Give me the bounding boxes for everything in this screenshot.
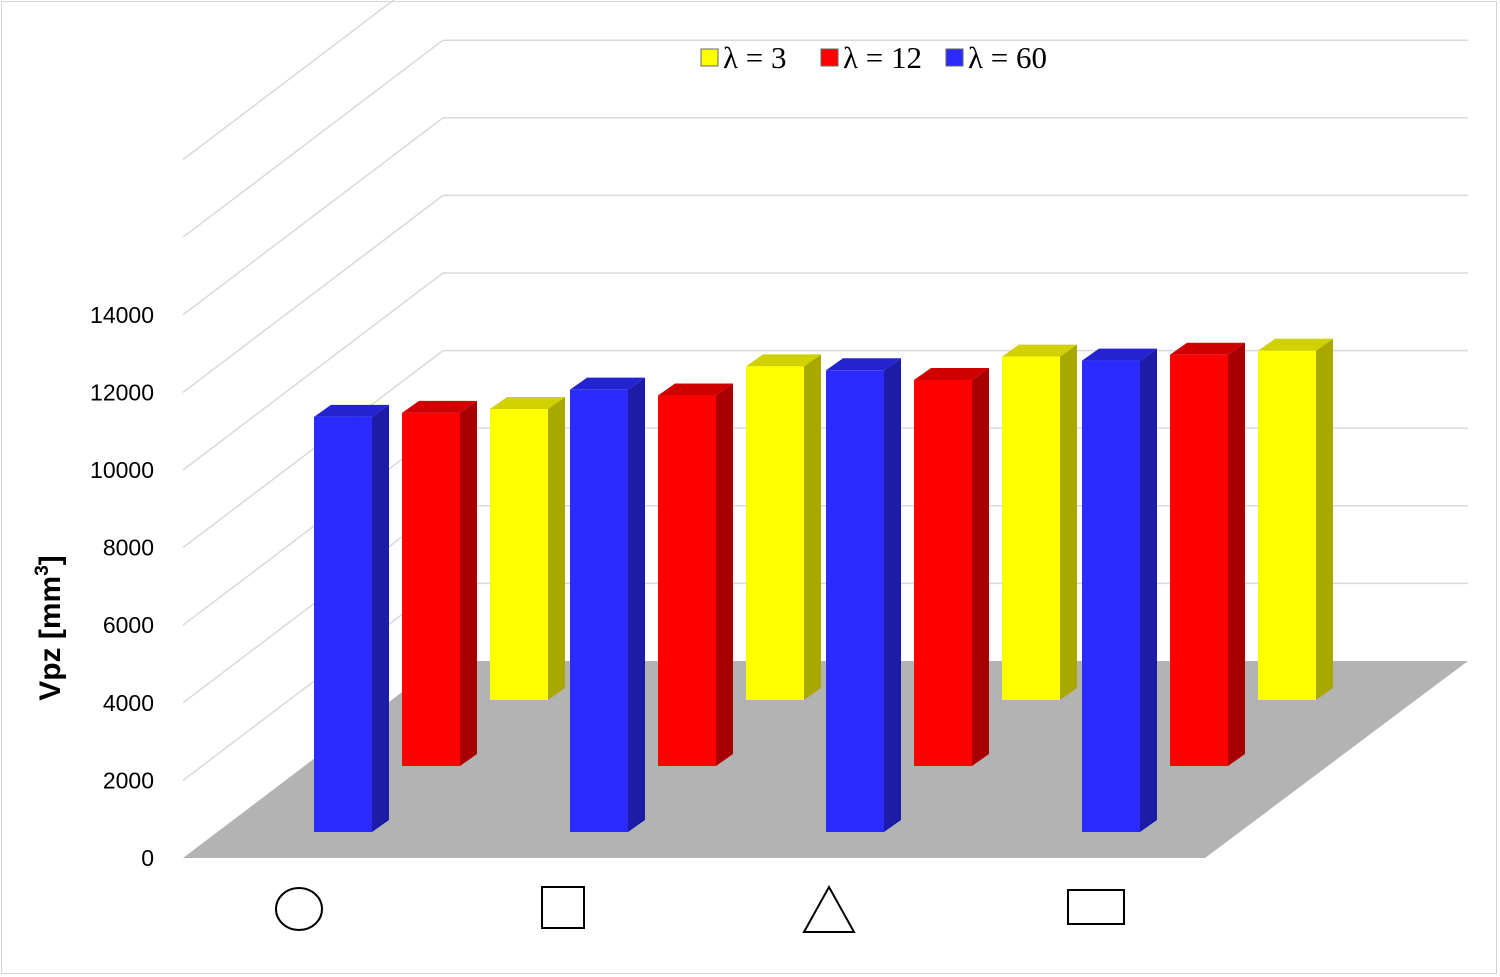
bar-side <box>548 397 565 700</box>
bar-top <box>826 358 901 371</box>
y-tick-label: 10000 <box>90 457 154 483</box>
gridline-side <box>182 39 444 238</box>
bar <box>746 354 821 700</box>
bar-front <box>490 409 548 700</box>
y-tick-label: 2000 <box>103 767 154 793</box>
bar-top <box>314 404 389 417</box>
bar-side <box>1140 348 1157 832</box>
bar <box>490 397 565 700</box>
bar-side <box>1228 342 1245 766</box>
bars <box>314 338 1333 832</box>
rectangle-icon <box>1067 889 1125 925</box>
legend-label: λ = 60 <box>968 40 1047 75</box>
gridline-side <box>182 0 395 161</box>
bar-front <box>402 412 460 766</box>
gridline-side <box>182 117 444 316</box>
legend: λ = 3 λ = 12 λ = 60 <box>700 40 1047 75</box>
y-axis-label-close: ] <box>34 555 67 565</box>
y-axis-ticks: 0 2000 4000 6000 8000 10000 12000 14000 <box>90 302 154 871</box>
bar-top <box>402 400 477 413</box>
bar-side <box>628 377 645 832</box>
bar-top <box>658 383 733 396</box>
y-tick-label: 6000 <box>103 612 154 638</box>
bar <box>826 358 901 832</box>
bar <box>914 367 989 766</box>
bar-top <box>490 397 565 409</box>
bar-front <box>314 416 372 832</box>
bar-front <box>1258 350 1316 700</box>
legend-swatch <box>945 48 964 67</box>
gridline-side <box>182 505 444 704</box>
square-icon <box>541 886 585 929</box>
circle-icon <box>275 887 323 931</box>
bar-side <box>884 358 901 832</box>
bar-side <box>1316 338 1333 700</box>
y-axis-label-text: Vpz [mm <box>34 576 67 701</box>
bar <box>1002 344 1077 700</box>
bar-top <box>570 377 645 390</box>
gridline-side <box>182 582 444 781</box>
bar-side <box>372 404 389 832</box>
y-axis-label: Vpz [mm3] <box>32 555 67 701</box>
y-tick-label: 14000 <box>90 302 154 328</box>
bar-front <box>1002 356 1060 700</box>
y-axis-label-superscript: 3 <box>32 565 53 576</box>
legend-swatch <box>820 48 839 67</box>
y-tick-label: 0 <box>141 845 154 871</box>
bar-side <box>716 383 733 766</box>
y-tick-label: 12000 <box>90 379 154 405</box>
gridline-side <box>182 427 444 626</box>
bar-side <box>804 354 821 700</box>
y-tick-label: 8000 <box>103 535 154 561</box>
bar-top <box>1082 348 1157 361</box>
gridline-side <box>182 272 444 471</box>
legend-label: λ = 3 <box>723 40 787 75</box>
bar <box>658 383 733 766</box>
bar-front <box>658 395 716 766</box>
bar <box>1170 342 1245 766</box>
bar-top <box>1002 344 1077 357</box>
bar-front <box>746 366 804 700</box>
bar-front <box>826 370 884 832</box>
legend-item: λ = 3 <box>700 40 787 75</box>
legend-label: λ = 12 <box>843 40 922 75</box>
bar-side <box>460 400 477 766</box>
bar-side <box>1060 344 1077 700</box>
bar-front <box>1082 360 1140 832</box>
bar-front <box>1170 354 1228 766</box>
legend-item: λ = 60 <box>945 40 1047 75</box>
legend-item: λ = 12 <box>820 40 922 75</box>
bar-side <box>972 367 989 766</box>
bar <box>402 400 477 766</box>
triangle-icon <box>802 884 856 933</box>
legend-swatch <box>700 48 719 67</box>
gridline-side <box>182 194 444 393</box>
bar-top <box>1170 342 1245 355</box>
gridline-side <box>182 350 444 549</box>
bar <box>1082 348 1157 832</box>
x-axis-category-icons <box>275 884 1125 933</box>
bar <box>314 404 389 832</box>
bar-front <box>570 389 628 832</box>
bar-top <box>746 354 821 367</box>
bar-top <box>1258 338 1333 351</box>
bar-top <box>914 367 989 380</box>
bar-front <box>914 379 972 766</box>
bar <box>1258 338 1333 700</box>
y-tick-label: 4000 <box>103 690 154 716</box>
bar <box>570 377 645 832</box>
